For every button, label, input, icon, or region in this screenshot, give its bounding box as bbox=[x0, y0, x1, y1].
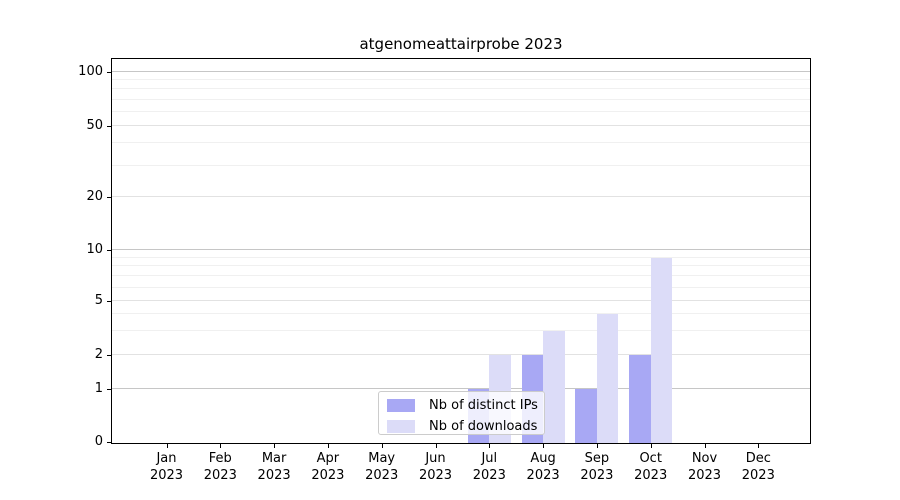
legend-swatch-distinct-ips bbox=[387, 399, 415, 412]
x-tick-label-apr: Apr 2023 bbox=[311, 451, 345, 483]
gridline-y-90 bbox=[112, 78, 810, 80]
legend-item-distinct-ips: Nb of distinct IPs bbox=[379, 396, 544, 415]
legend-swatch-downloads bbox=[387, 420, 415, 433]
plot-area: Nb of distinct IPs Nb of downloads bbox=[111, 58, 811, 444]
gridline-y-100 bbox=[112, 70, 810, 72]
bar-aug-downloads bbox=[543, 331, 565, 443]
y-tick-label-10: 10 bbox=[86, 242, 103, 257]
x-tick-label-aug: Aug 2023 bbox=[526, 451, 560, 483]
x-tick-dec bbox=[758, 444, 760, 448]
bar-sep-distinct-ips bbox=[575, 389, 597, 443]
chart-title: atgenomeattairprobe 2023 bbox=[359, 35, 563, 53]
x-tick-nov bbox=[704, 444, 706, 448]
gridline-y-2 bbox=[112, 354, 810, 355]
y-tick-label-1: 1 bbox=[94, 381, 103, 396]
gridline-y-20 bbox=[112, 196, 810, 198]
x-tick-label-nov: Nov 2023 bbox=[687, 451, 722, 483]
gridline-y-50 bbox=[112, 125, 810, 127]
x-tick-label-jun: Jun 2023 bbox=[418, 451, 453, 483]
x-tick-label-jul: Jul 2023 bbox=[472, 451, 506, 483]
x-tick-feb bbox=[220, 444, 222, 448]
x-tick-jan bbox=[166, 444, 168, 448]
x-tick-label-feb: Feb 2023 bbox=[203, 451, 237, 483]
gridline-y-4 bbox=[112, 313, 810, 315]
x-tick-sep bbox=[596, 444, 598, 448]
x-tick-jun bbox=[435, 444, 437, 448]
gridline-y-70 bbox=[112, 98, 810, 100]
x-tick-label-mar: Mar 2023 bbox=[257, 451, 291, 483]
y-tick-label-0: 0 bbox=[94, 434, 103, 449]
x-tick-oct bbox=[650, 444, 652, 448]
gridline-y-1 bbox=[112, 388, 810, 390]
gridline-y-30 bbox=[112, 164, 810, 166]
y-tick-50 bbox=[107, 126, 111, 127]
y-tick-10 bbox=[107, 250, 111, 251]
x-tick-label-jan: Jan 2023 bbox=[149, 451, 184, 483]
x-tick-label-may: May 2023 bbox=[365, 451, 399, 483]
x-tick-apr bbox=[327, 444, 329, 448]
y-tick-label-5: 5 bbox=[94, 292, 103, 308]
x-tick-may bbox=[381, 444, 383, 448]
x-tick-label-oct: Oct 2023 bbox=[634, 451, 668, 483]
legend-label-downloads: Nb of downloads bbox=[429, 419, 538, 434]
y-tick-label-20: 20 bbox=[86, 189, 103, 204]
y-tick-100 bbox=[107, 71, 111, 73]
gridline-y-10 bbox=[112, 249, 810, 251]
gridline-y-9 bbox=[112, 256, 810, 258]
gridline-y-60 bbox=[112, 110, 810, 112]
x-tick-aug bbox=[543, 444, 545, 448]
y-tick-label-50: 50 bbox=[86, 118, 103, 133]
gridline-y-8 bbox=[112, 265, 810, 267]
legend-item-downloads: Nb of downloads bbox=[379, 417, 544, 436]
y-tick-5 bbox=[107, 300, 111, 302]
bar-oct-downloads bbox=[650, 257, 673, 443]
gridline-y-80 bbox=[112, 88, 810, 90]
legend: Nb of distinct IPs Nb of downloads bbox=[378, 391, 545, 435]
gridline-y-7 bbox=[112, 275, 810, 277]
x-tick-label-dec: Dec 2023 bbox=[741, 451, 775, 483]
gridline-y-3 bbox=[112, 330, 810, 332]
x-tick-mar bbox=[274, 444, 276, 448]
gridline-y-5 bbox=[112, 300, 810, 301]
y-tick-label-100: 100 bbox=[78, 63, 103, 79]
gridline-y-40 bbox=[112, 142, 810, 144]
gridline-y-6 bbox=[112, 286, 810, 288]
bar-oct-distinct-ips bbox=[629, 355, 651, 443]
y-tick-2 bbox=[107, 354, 111, 356]
y-tick-label-2: 2 bbox=[94, 346, 103, 362]
y-tick-20 bbox=[107, 197, 111, 198]
y-tick-0 bbox=[107, 442, 111, 443]
legend-label-distinct-ips: Nb of distinct IPs bbox=[429, 398, 538, 413]
x-tick-jul bbox=[489, 444, 491, 448]
bar-sep-downloads bbox=[596, 314, 619, 443]
y-tick-1 bbox=[107, 389, 111, 390]
x-tick-label-sep: Sep 2023 bbox=[580, 451, 614, 483]
